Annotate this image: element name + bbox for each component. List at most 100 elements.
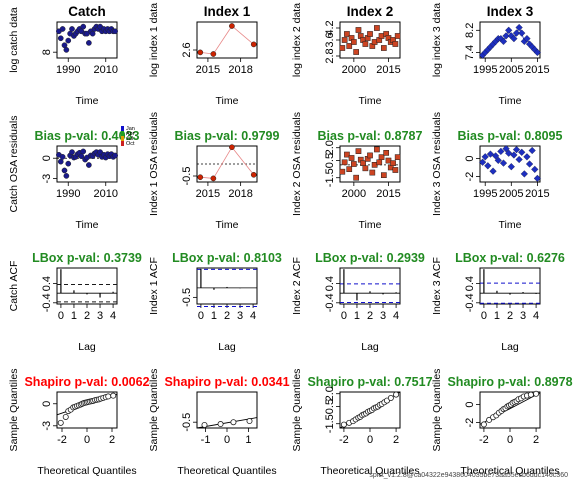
y-tick-label: 0.5 <box>324 399 336 414</box>
chart-panel-4: Index 3 1995 2005 2015 7.4 8.2 Time log index 3… <box>431 3 550 107</box>
x-tick-label: 4 <box>110 310 116 322</box>
data-point <box>515 155 523 164</box>
x-tick-label: 1990 <box>56 64 80 76</box>
chart-panel-10: LBox p-val: 0.8103 0 1 2 3 4 -0.5 Lag Index 1 AC… <box>148 251 282 353</box>
y-tick-label: -3 <box>41 174 53 184</box>
y-tick-label: -0.5 <box>181 413 193 432</box>
data-point <box>229 144 235 151</box>
qq-point <box>480 421 487 428</box>
data-point <box>339 168 346 175</box>
x-tick-label: 2010 <box>94 64 118 76</box>
series-line <box>200 146 255 179</box>
chart-panel-11: LBox p-val: 0.2939 0 1 2 3 4 -0.4 0.4 Lag Index 2… <box>291 251 425 353</box>
x-tick-label: 2 <box>393 434 399 446</box>
chart-panel-6: Bias p-val: 0.9799 2015 2018 -0.5 Time Index … <box>148 112 280 231</box>
qq-point <box>201 421 208 428</box>
panel-title: Index 3 <box>487 4 534 19</box>
panel-title: Shapiro p-val: 0.0062 <box>24 375 149 389</box>
y-axis-label: Index 1 ACF <box>148 257 160 315</box>
chart-panel-15: Shapiro p-val: 0.7517 -2 0 2 -1.50.52.0 Theor… <box>291 369 433 477</box>
panel-title: Bias p-val: 0.8095 <box>458 129 563 143</box>
x-tick-label: 0 <box>84 434 90 446</box>
x-tick-label: 0 <box>224 434 230 446</box>
data-point <box>499 159 508 167</box>
x-axis-label: Time <box>359 95 382 107</box>
x-tick-label: 4 <box>250 310 256 322</box>
y-axis-label: Index 3 OSA residuals <box>431 112 443 216</box>
data-point <box>494 156 502 165</box>
qq-point <box>246 418 253 425</box>
y-axis-label: Sample Quantiles <box>291 369 303 452</box>
y-axis-label: Index 2 ACF <box>291 257 303 315</box>
chart-panel-1: Catch 1990 2010 8 Time log catch data <box>8 4 118 107</box>
data-point <box>492 152 500 160</box>
chart-panel-13: Shapiro p-val: 0.0062 -2 0 2 -3 0 Theoretical … <box>8 369 150 477</box>
data-point <box>378 154 385 160</box>
data-point <box>515 23 523 32</box>
data-point <box>80 23 87 30</box>
data-point <box>533 174 542 183</box>
legend-swatch <box>121 136 124 141</box>
x-tick-label: 0 <box>481 310 487 322</box>
x-tick-label: 3 <box>237 310 243 322</box>
legend-label: Jan <box>126 126 135 132</box>
chart-panel-3: Index 2 2000 2015 2.83.64.2 Time log index 2 … <box>291 3 401 107</box>
data-point <box>346 43 353 49</box>
x-tick-label: 1990 <box>56 188 80 200</box>
data-point <box>394 154 401 160</box>
panel-title: Bias p-val: 0.9799 <box>175 129 280 143</box>
panel-title: Shapiro p-val: 0.0341 <box>164 375 289 389</box>
data-point <box>210 51 217 57</box>
data-point <box>518 148 526 156</box>
x-axis-label: Theoretical Quantiles <box>320 465 419 477</box>
data-point <box>533 48 542 57</box>
y-tick-label: 0 <box>464 402 476 408</box>
x-axis-label: Time <box>499 95 522 107</box>
data-point <box>520 170 528 178</box>
data-point <box>339 45 346 51</box>
y-tick-label: 4.2 <box>324 20 336 35</box>
data-point <box>350 161 357 167</box>
data-point <box>69 26 75 32</box>
data-point <box>499 37 508 45</box>
panel-title: Bias p-val: 0.8787 <box>318 129 423 143</box>
y-tick-label: -0.4 <box>324 293 336 312</box>
data-point <box>376 159 383 166</box>
data-point <box>512 29 521 37</box>
x-tick-label: 2 <box>367 310 373 322</box>
qq-point <box>217 421 224 428</box>
x-tick-label: 1 <box>71 310 77 322</box>
y-tick-label: 0 <box>464 156 476 162</box>
y-tick-label: -2 <box>464 172 476 182</box>
data-point <box>374 146 380 153</box>
data-point <box>229 23 235 29</box>
data-point <box>486 150 495 158</box>
x-tick-label: 0 <box>341 310 347 322</box>
data-point <box>80 148 87 155</box>
chart-panel-2: Index 1 2015 2018 2.6 Time log index 1 data <box>148 3 258 107</box>
panel-title: Catch <box>68 4 106 19</box>
qq-point <box>393 391 400 398</box>
data-point <box>502 145 510 153</box>
data-point <box>59 26 66 32</box>
legend-label: Oct <box>126 141 135 147</box>
x-tick-label: 2015 <box>196 64 220 76</box>
data-point <box>374 25 380 31</box>
x-axis-label: Time <box>359 219 382 231</box>
y-tick-label: 2.0 <box>324 140 336 155</box>
y-tick-label: -2 <box>464 418 476 428</box>
data-point <box>59 154 66 160</box>
x-tick-label: 1 <box>245 434 251 446</box>
legend-label: Jul <box>126 136 133 142</box>
data-point <box>355 148 362 154</box>
y-tick-label: 0 <box>41 155 53 161</box>
x-tick-label: 2 <box>84 310 90 322</box>
data-point <box>78 153 85 160</box>
data-point <box>369 169 376 176</box>
x-tick-label: 2000 <box>342 188 366 200</box>
x-tick-label: 0 <box>367 434 373 446</box>
x-tick-label: -1 <box>201 434 211 446</box>
data-point <box>250 41 257 48</box>
data-point <box>86 162 92 168</box>
